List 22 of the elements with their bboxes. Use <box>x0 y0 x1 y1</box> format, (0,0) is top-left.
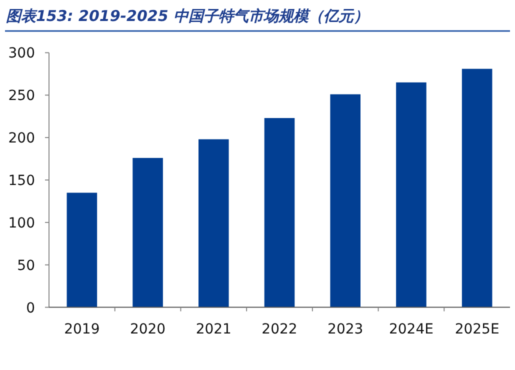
x-tick-label: 2019 <box>64 321 100 338</box>
y-tick-label: 300 <box>8 46 35 62</box>
y-tick-label: 0 <box>26 300 35 316</box>
bar <box>132 158 163 308</box>
bar <box>330 94 361 308</box>
y-tick-label: 200 <box>8 130 35 147</box>
x-tick-label: 2021 <box>196 321 232 338</box>
bar <box>198 139 229 308</box>
bar <box>462 68 492 308</box>
x-tick-label: 2023 <box>328 321 364 338</box>
bar <box>396 82 426 308</box>
x-tick-label: 2022 <box>262 321 298 338</box>
x-tick-label: 2024E <box>388 321 434 338</box>
x-tick-label: 2025E <box>454 321 500 338</box>
bar <box>66 192 98 308</box>
bar <box>264 118 295 308</box>
chart-title: 图表153: 2019-2025 中国子特气市场规模（亿元） <box>6 7 368 25</box>
y-tick-label: 150 <box>8 173 35 189</box>
y-tick-label: 50 <box>17 258 35 274</box>
x-tick-label: 2020 <box>130 321 166 338</box>
y-tick-label: 100 <box>8 215 35 232</box>
y-tick-label: 250 <box>8 88 35 104</box>
